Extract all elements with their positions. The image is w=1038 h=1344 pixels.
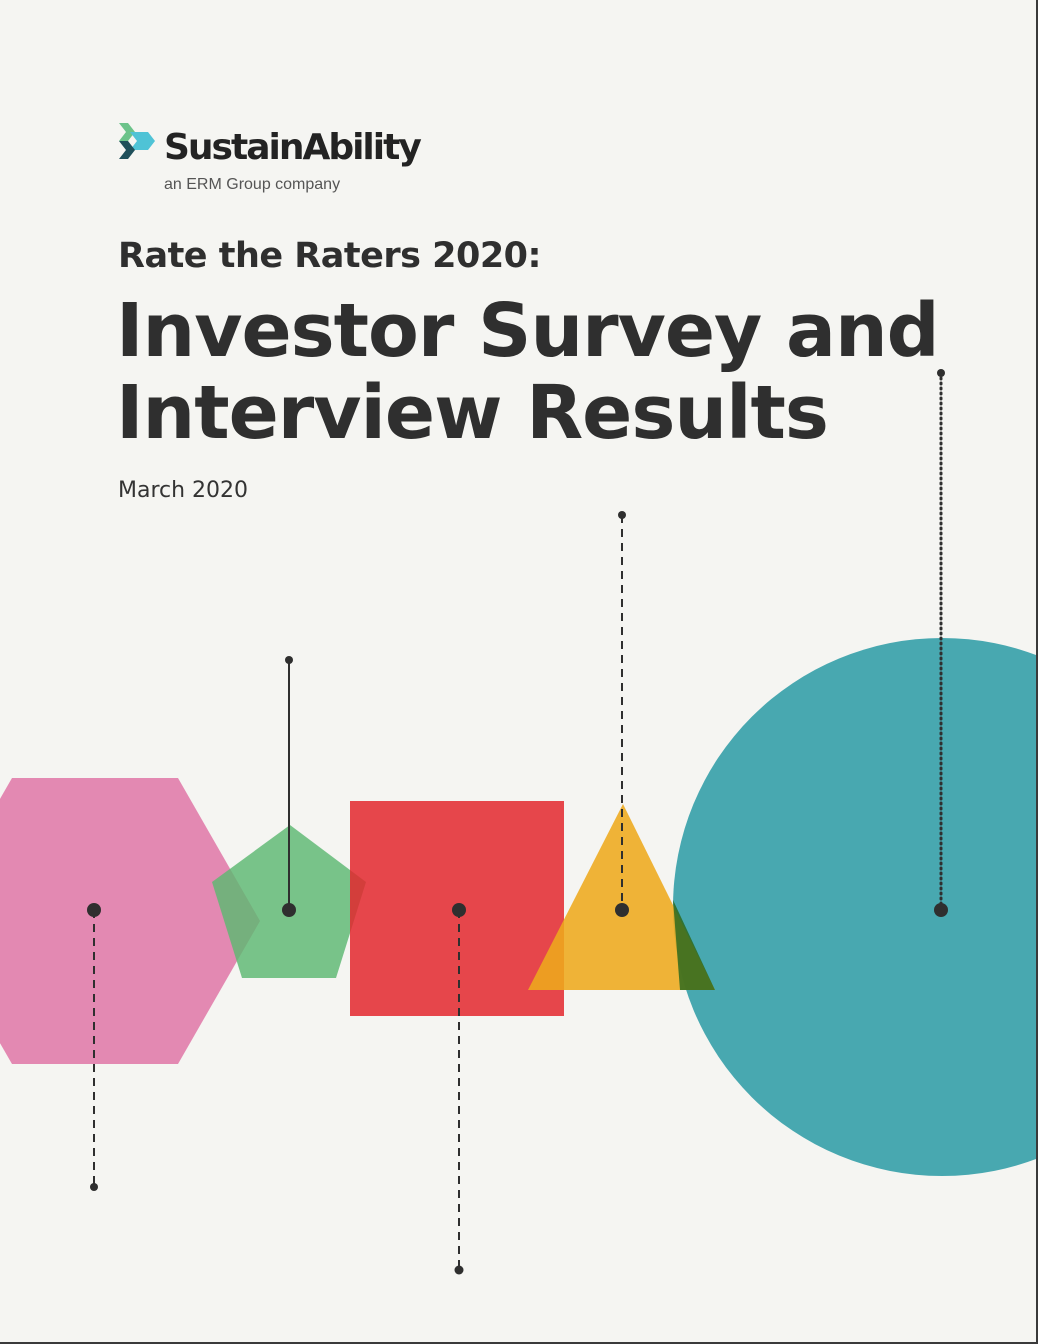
hexagon-center-dot	[87, 903, 101, 917]
circle-end-dot	[937, 369, 945, 377]
logo-wordmark: SustainAbility	[164, 127, 422, 168]
sustainability-logo: SustainAbility an ERM Group company	[118, 122, 438, 202]
report-subtitle: Rate the Raters 2020:	[118, 236, 542, 276]
circle-shape	[673, 638, 1036, 1176]
report-date: March 2020	[118, 478, 249, 503]
pentagon-end-dot	[285, 656, 293, 664]
triangle-center-dot	[615, 903, 629, 917]
hexagon-shape	[0, 778, 260, 1064]
chevron-logo-icon	[119, 123, 155, 159]
square-end-dot	[454, 1265, 464, 1275]
report-title-line: Interview Results	[116, 370, 829, 456]
pentagon-center-dot	[282, 903, 296, 917]
logo-tagline: an ERM Group company	[164, 176, 341, 193]
square-center-dot	[452, 903, 466, 917]
triangle-end-dot	[618, 511, 626, 519]
report-title: Investor Survey and Interview Results	[116, 288, 940, 456]
report-title-line: Investor Survey and	[116, 288, 940, 374]
triangle-circle-overlap	[673, 900, 715, 990]
hexagon-end-dot	[90, 1183, 98, 1191]
circle-center-dot	[934, 903, 948, 917]
